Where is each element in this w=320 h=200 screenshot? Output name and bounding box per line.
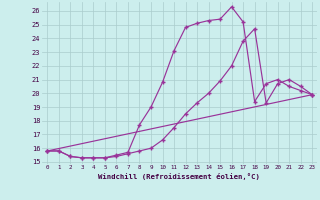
X-axis label: Windchill (Refroidissement éolien,°C): Windchill (Refroidissement éolien,°C): [98, 173, 260, 180]
